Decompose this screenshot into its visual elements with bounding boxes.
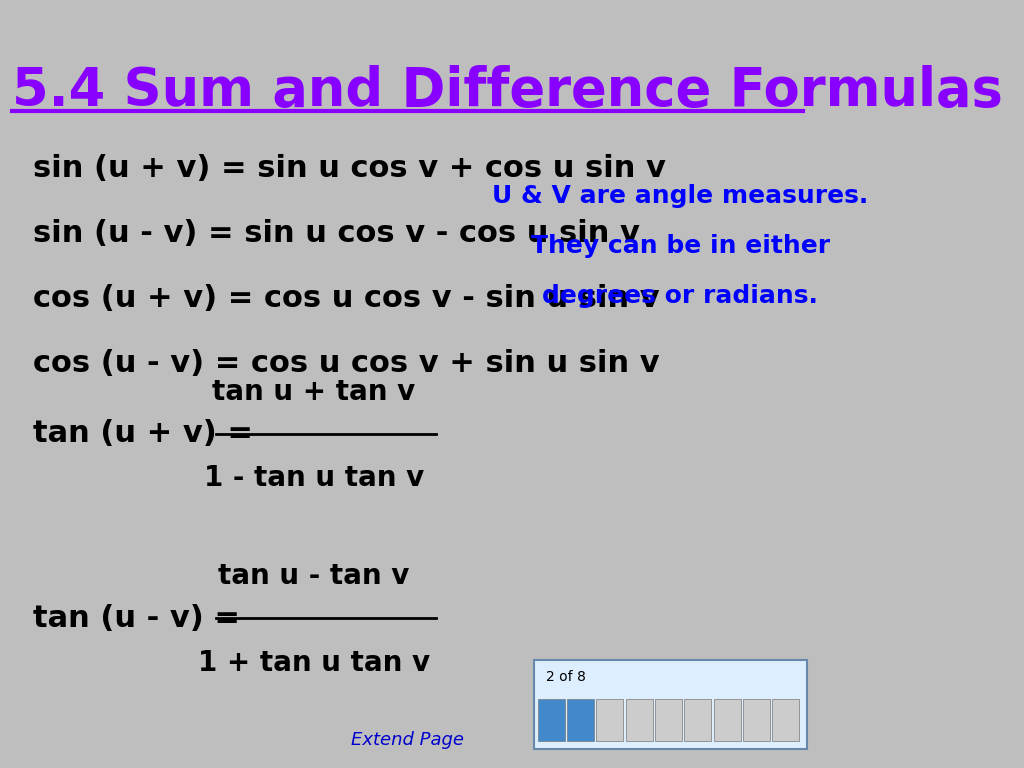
- FancyBboxPatch shape: [534, 660, 807, 749]
- FancyBboxPatch shape: [596, 699, 624, 741]
- FancyBboxPatch shape: [567, 699, 594, 741]
- Text: 5.4 Sum and Difference Formulas: 5.4 Sum and Difference Formulas: [12, 65, 1004, 118]
- Text: cos (u - v) = cos u cos v + sin u sin v: cos (u - v) = cos u cos v + sin u sin v: [33, 349, 659, 379]
- Text: tan u - tan v: tan u - tan v: [218, 562, 410, 590]
- Text: 1 + tan u tan v: 1 + tan u tan v: [198, 649, 430, 677]
- Text: sin (u + v) = sin u cos v + cos u sin v: sin (u + v) = sin u cos v + cos u sin v: [33, 154, 666, 183]
- FancyBboxPatch shape: [684, 699, 712, 741]
- Text: degrees or radians.: degrees or radians.: [543, 284, 818, 308]
- FancyBboxPatch shape: [538, 699, 564, 741]
- FancyBboxPatch shape: [626, 699, 652, 741]
- Text: They can be in either: They can be in either: [530, 234, 829, 258]
- Text: 2 of 8: 2 of 8: [546, 670, 586, 684]
- FancyBboxPatch shape: [655, 699, 682, 741]
- Text: tan u + tan v: tan u + tan v: [212, 378, 416, 406]
- FancyBboxPatch shape: [743, 699, 770, 741]
- Text: cos (u + v) = cos u cos v - sin u sin v: cos (u + v) = cos u cos v - sin u sin v: [33, 284, 659, 313]
- Text: sin (u - v) = sin u cos v - cos u sin v: sin (u - v) = sin u cos v - cos u sin v: [33, 219, 639, 248]
- Text: Extend Page: Extend Page: [351, 731, 464, 749]
- FancyBboxPatch shape: [714, 699, 740, 741]
- FancyBboxPatch shape: [772, 699, 800, 741]
- Text: tan (u - v) =: tan (u - v) =: [33, 604, 240, 633]
- Text: U & V are angle measures.: U & V are angle measures.: [493, 184, 868, 208]
- Text: tan (u + v) =: tan (u + v) =: [33, 419, 253, 449]
- Text: 1 - tan u tan v: 1 - tan u tan v: [204, 465, 424, 492]
